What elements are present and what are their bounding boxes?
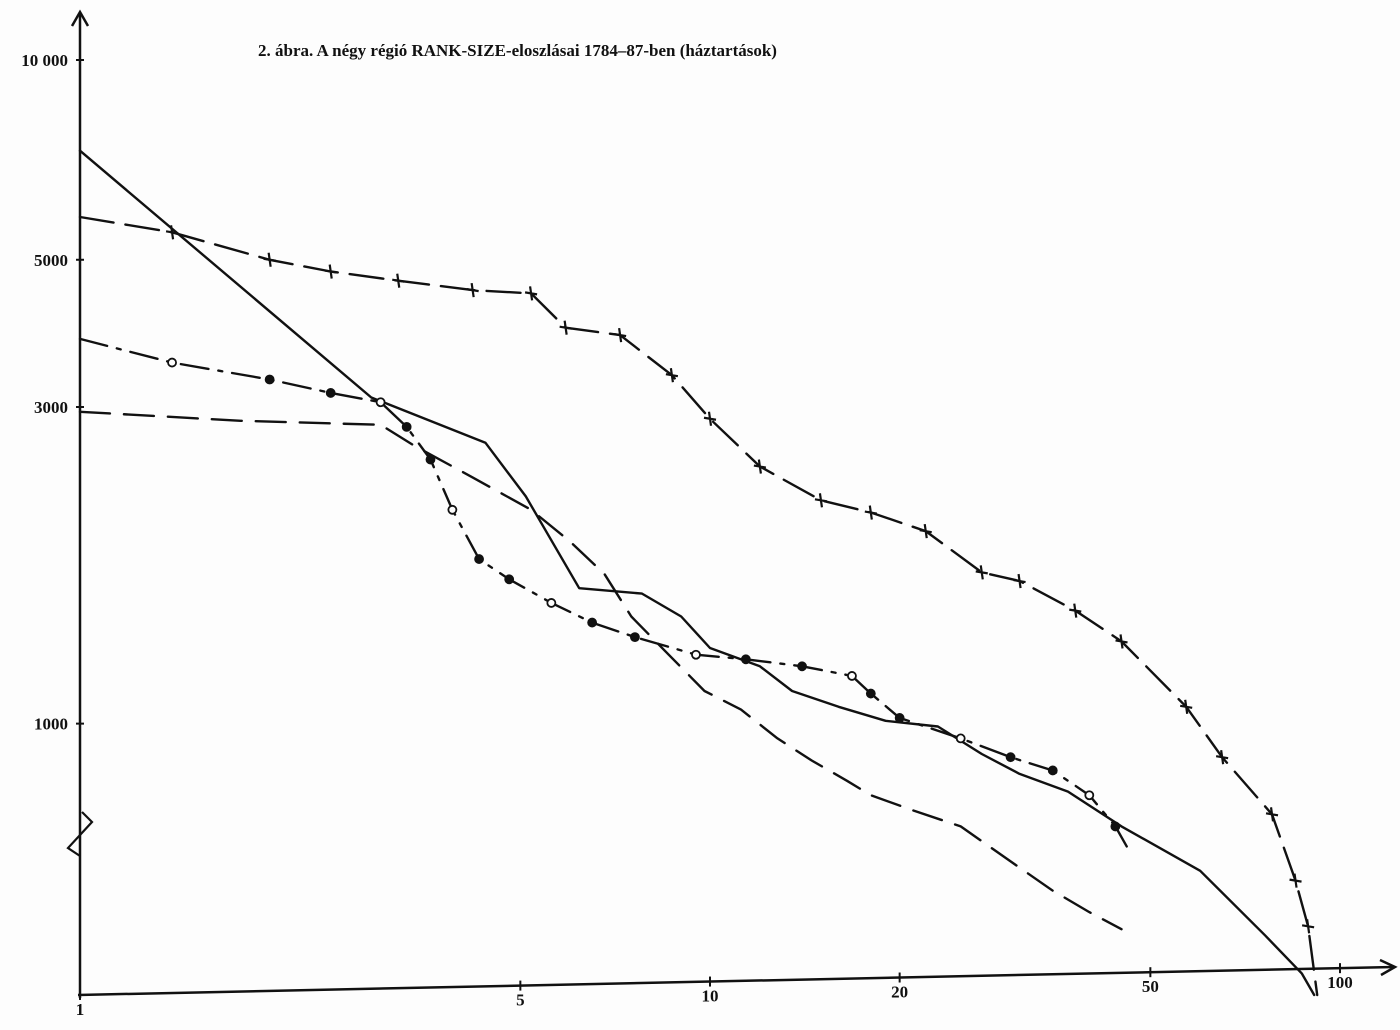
circle-marker (474, 554, 484, 564)
series-dash-cross (78, 215, 1319, 997)
circle-marker (587, 617, 598, 628)
cross-marker (1265, 807, 1279, 822)
circle-marker (325, 388, 336, 398)
y-axis-break-mark (66, 811, 94, 857)
circle-marker (894, 713, 905, 723)
cross-marker (703, 411, 717, 426)
circle-marker (847, 671, 857, 681)
y-tick-label: 5000 (34, 251, 68, 270)
circle-marker (630, 632, 640, 643)
cross-marker (1115, 634, 1128, 649)
circle-marker (740, 654, 751, 665)
circle-marker (691, 649, 701, 660)
x-tick-label: 10 (702, 987, 719, 1006)
y-tick-label: 1000 (34, 715, 68, 734)
circle-marker (797, 661, 807, 672)
circle-marker (1047, 765, 1058, 776)
cross-marker (1069, 603, 1082, 618)
x-tick-label: 5 (516, 991, 525, 1010)
circle-marker (401, 421, 412, 432)
cross-marker (864, 505, 878, 520)
series-line (78, 149, 1316, 997)
x-tick-label: 20 (891, 983, 908, 1002)
series-dash-circle (78, 337, 1129, 849)
x-tick-label: 1 (76, 1000, 85, 1019)
cross-marker (814, 493, 828, 508)
chart-title: 2. ábra. A négy régió RANK-SIZE-eloszlás… (258, 41, 777, 60)
cross-marker (524, 286, 538, 301)
axes (66, 9, 1398, 998)
y-tick-labels: 10 000 5000 3000 1000 (21, 51, 84, 734)
x-axis (77, 965, 1395, 997)
cross-marker (263, 252, 276, 267)
circle-marker (167, 357, 177, 368)
x-tick-labels: 1 5 10 20 50 100 (76, 963, 1353, 1019)
cross-marker (1289, 873, 1302, 888)
cross-marker (165, 225, 179, 240)
cross-marker (324, 264, 337, 279)
series-solid (78, 149, 1316, 997)
circle-marker (955, 733, 966, 744)
cross-marker (919, 523, 932, 539)
series-line (78, 215, 1319, 997)
series-dashed (78, 410, 1123, 931)
x-tick-label: 50 (1142, 977, 1159, 996)
x-axis-arrow (1379, 958, 1398, 977)
circle-marker (504, 574, 515, 585)
circle-marker (375, 397, 386, 408)
cross-marker (975, 565, 988, 580)
series-lines (78, 149, 1319, 997)
series-line (78, 410, 1123, 931)
y-axis-arrow (70, 9, 90, 27)
cross-marker (613, 327, 627, 343)
cross-marker (466, 282, 479, 298)
y-tick-label: 3000 (34, 398, 68, 417)
circle-marker (865, 688, 876, 699)
series-line (78, 337, 1129, 849)
x-tick-label: 100 (1327, 973, 1353, 992)
cross-marker (1013, 573, 1026, 589)
circle-marker (1084, 790, 1095, 801)
circle-marker (546, 598, 557, 608)
cross-marker (392, 273, 405, 288)
cross-marker (559, 320, 572, 335)
cross-marker (665, 368, 679, 383)
circle-marker (264, 374, 275, 385)
circle-marker (1005, 752, 1016, 763)
circle-marker (1110, 821, 1121, 832)
y-tick-label: 10 000 (21, 51, 68, 70)
cross-marker (1180, 699, 1193, 714)
cross-marker (1215, 750, 1229, 765)
cross-marker (1301, 919, 1315, 934)
cross-marker (753, 459, 767, 474)
circle-marker (447, 504, 458, 515)
